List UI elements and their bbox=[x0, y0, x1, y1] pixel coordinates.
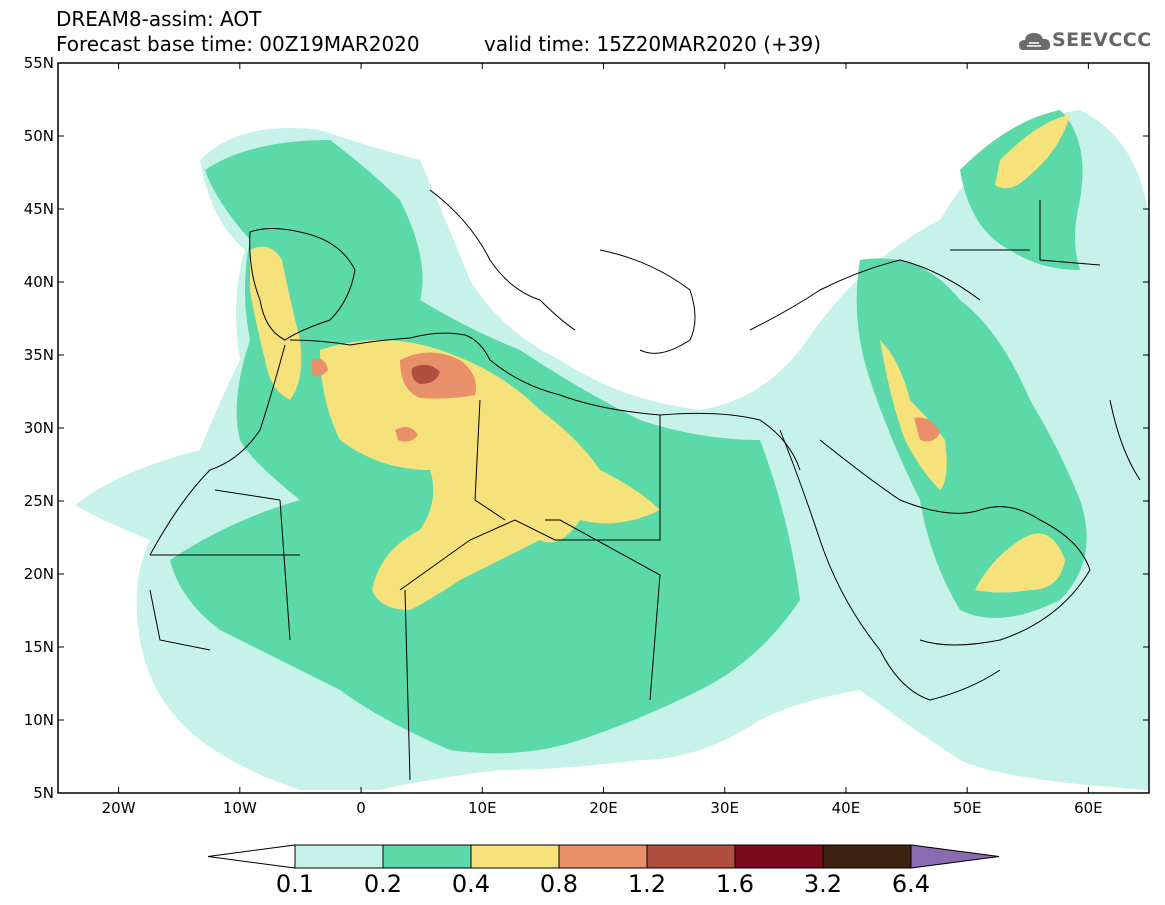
aot-contour-0.8-b bbox=[914, 417, 940, 442]
latitude-axis: 55N 50N 45N 40N 35N 30N 25N 20N 15N 10N 5N bbox=[24, 54, 1149, 802]
colorbar-swatch bbox=[382, 844, 472, 869]
lat-label: 55N bbox=[24, 54, 54, 72]
colorbar: 0.1 0.2 0.4 0.8 1.2 1.6 3.2 6.4 bbox=[207, 844, 1000, 898]
colorbar-level-label: 0.4 bbox=[452, 870, 490, 898]
aot-contour-0.4-caspian bbox=[995, 115, 1070, 189]
map-title: DREAM8-assim: AOT bbox=[56, 7, 262, 31]
lat-label: 50N bbox=[24, 127, 54, 145]
colorbar-swatch bbox=[470, 844, 560, 869]
lat-label: 15N bbox=[24, 638, 54, 656]
colorbar-level-label: 6.4 bbox=[892, 870, 930, 898]
forecast-base-time: Forecast base time: 00Z19MAR2020 bbox=[56, 32, 420, 56]
colorbar-swatch bbox=[646, 844, 736, 869]
logo-text: SEEVCCC bbox=[1052, 29, 1152, 51]
lat-label: 25N bbox=[24, 492, 54, 510]
colorbar-swatch bbox=[822, 844, 912, 869]
colorbar-under-arrow bbox=[207, 844, 296, 869]
colorbar-swatch bbox=[734, 844, 824, 869]
lat-label: 5N bbox=[33, 784, 54, 802]
lon-label: 10E bbox=[468, 799, 497, 817]
aot-contour-0.4 bbox=[320, 340, 660, 610]
lat-label: 45N bbox=[24, 200, 54, 218]
aot-contour-0.4-iberia bbox=[250, 246, 302, 400]
colorbar-level-label: 0.1 bbox=[276, 870, 314, 898]
lon-label: 20E bbox=[589, 799, 618, 817]
colorbar-level-label: 1.2 bbox=[628, 870, 666, 898]
colorbar-level-label: 0.8 bbox=[540, 870, 578, 898]
country-borders bbox=[149, 189, 1141, 781]
colorbar-swatch bbox=[558, 844, 648, 869]
colorbar-level-label: 3.2 bbox=[804, 870, 842, 898]
lon-label: 10W bbox=[223, 799, 257, 817]
lat-label: 35N bbox=[24, 346, 54, 364]
lon-label: 60E bbox=[1074, 799, 1103, 817]
lon-label: 40E bbox=[832, 799, 861, 817]
lon-label: 50E bbox=[953, 799, 982, 817]
aot-contour-0.8-c bbox=[312, 358, 328, 377]
lat-label: 40N bbox=[24, 273, 54, 291]
aot-contour-0.8-a bbox=[395, 426, 418, 442]
colorbar-level-label: 0.2 bbox=[364, 870, 402, 898]
colorbar-swatch bbox=[294, 844, 384, 869]
lat-label: 30N bbox=[24, 419, 54, 437]
valid-time: valid time: 15Z20MAR2020 (+39) bbox=[484, 32, 822, 56]
lat-label: 10N bbox=[24, 711, 54, 729]
aot-contour-0.4-iraq bbox=[880, 340, 947, 490]
colorbar-level-label: 1.6 bbox=[716, 870, 754, 898]
colorbar-over-arrow bbox=[910, 844, 1000, 869]
lon-label: 20W bbox=[102, 799, 136, 817]
lon-label: 30E bbox=[710, 799, 739, 817]
aot-contour-1.2 bbox=[411, 364, 440, 384]
lon-label: 0 bbox=[356, 799, 366, 817]
longitude-axis: 20W 10W 0 10E 20E 30E 40E 50E 60E bbox=[102, 63, 1103, 817]
aot-contour-0.4-oman bbox=[975, 533, 1065, 593]
aot-field bbox=[75, 110, 1149, 790]
cloud-icon bbox=[1019, 33, 1051, 50]
lat-label: 20N bbox=[24, 565, 54, 583]
aot-contour-0.2-east bbox=[856, 258, 1087, 618]
